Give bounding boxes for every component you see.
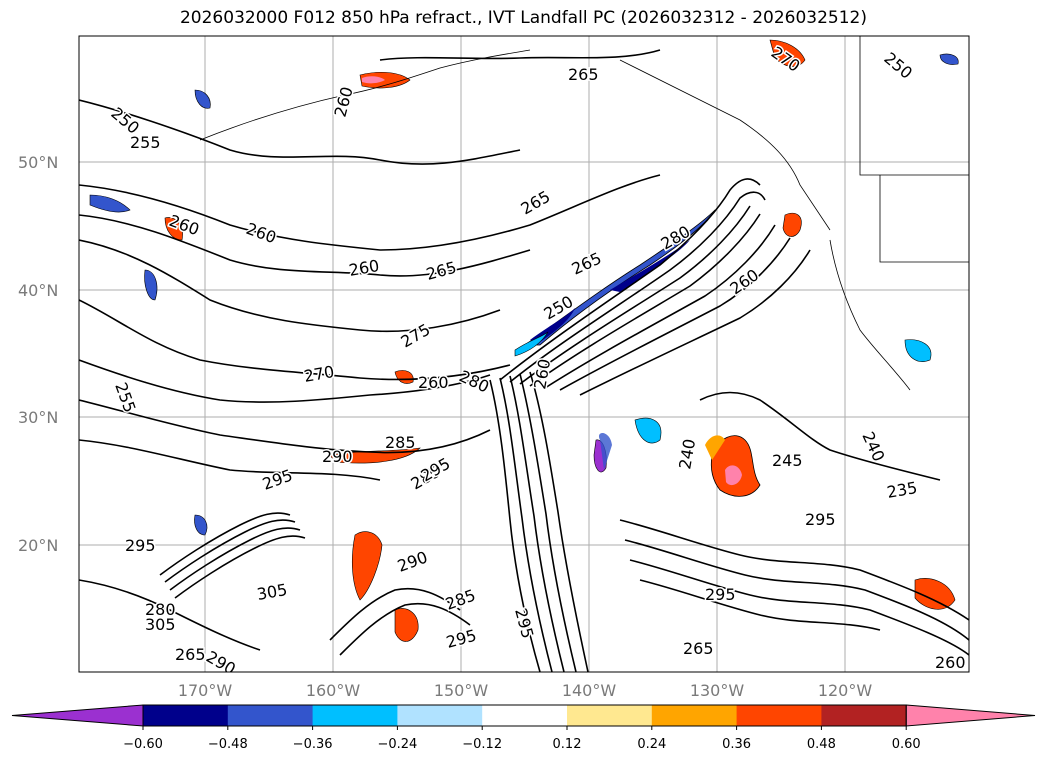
colorbar-tick-label: 0.36: [722, 737, 752, 752]
colorbar-segment: [227, 705, 314, 726]
colorbar-segment: [397, 705, 483, 726]
colorbar-tick-label: 0.48: [806, 737, 836, 752]
lon-label-120w: 120°W: [817, 681, 873, 700]
colorbar-tick-label: −0.60: [123, 737, 163, 752]
lon-label-150w: 150°W: [433, 681, 489, 700]
navy-core: [530, 308, 575, 342]
lon-label-130w: 130°W: [689, 681, 745, 700]
contour-label: 265: [175, 645, 206, 664]
colorbar-segment: [567, 705, 653, 726]
colorbar-segment: [821, 705, 907, 726]
colorbar-tick-label: −0.36: [292, 737, 333, 752]
colorbar-tick-label: −0.48: [207, 737, 248, 752]
contour-label: 265: [683, 639, 714, 658]
navy-core-2: [610, 240, 690, 292]
lon-label-140w: 140°W: [561, 681, 617, 700]
colorbar-segment: [651, 705, 738, 726]
coastlines: [199, 36, 969, 391]
lon-label-170w: 170°W: [177, 681, 233, 700]
contour-label: 245: [772, 451, 803, 470]
contour-label: 260: [935, 653, 966, 672]
left-extend-arrow-icon: [11, 704, 144, 727]
contour-label: 295: [125, 536, 156, 555]
contour-label: 295: [805, 510, 836, 529]
red-alaska: [359, 71, 411, 89]
lat-label-20n: 20°N: [18, 536, 59, 555]
orange-pacific: [710, 435, 761, 497]
contour-label: 280: [145, 600, 176, 619]
colorbar-segment: [736, 705, 822, 726]
contour-label: 260: [418, 373, 449, 392]
contour-label: 295: [705, 585, 736, 604]
lat-label-40n: 40°N: [18, 281, 59, 300]
lon-label-160w: 160°W: [305, 681, 361, 700]
graticule: [79, 36, 969, 672]
colorbar-segment: [482, 705, 568, 726]
colorbar-frame: [142, 704, 907, 727]
colorbar-segment: [312, 705, 398, 726]
right-extend-arrow-icon: [905, 704, 1036, 727]
colorbar-tick-label: 0.12: [552, 737, 582, 752]
lat-label-30n: 30°N: [18, 408, 59, 427]
colorbar-segment: [143, 705, 229, 726]
colorbar-tick-label: −0.12: [462, 737, 503, 752]
colorbar: [11, 704, 1036, 730]
contour-label: 305: [145, 615, 176, 634]
colorbar-tick-label: 0.60: [891, 737, 921, 752]
lat-label-50n: 50°N: [18, 153, 59, 172]
contour-label: 285: [385, 433, 416, 452]
contours: [79, 49, 969, 672]
chart-title: 2026032000 F012 850 hPa refract., IVT La…: [179, 8, 867, 28]
contour-label: 290: [322, 447, 353, 466]
contour-label: 255: [130, 133, 161, 152]
colorbar-tick-label: 0.24: [637, 737, 667, 752]
contour-label: 265: [568, 65, 599, 84]
colorbar-tick-label: −0.24: [377, 737, 418, 752]
map-frame: [78, 35, 970, 673]
